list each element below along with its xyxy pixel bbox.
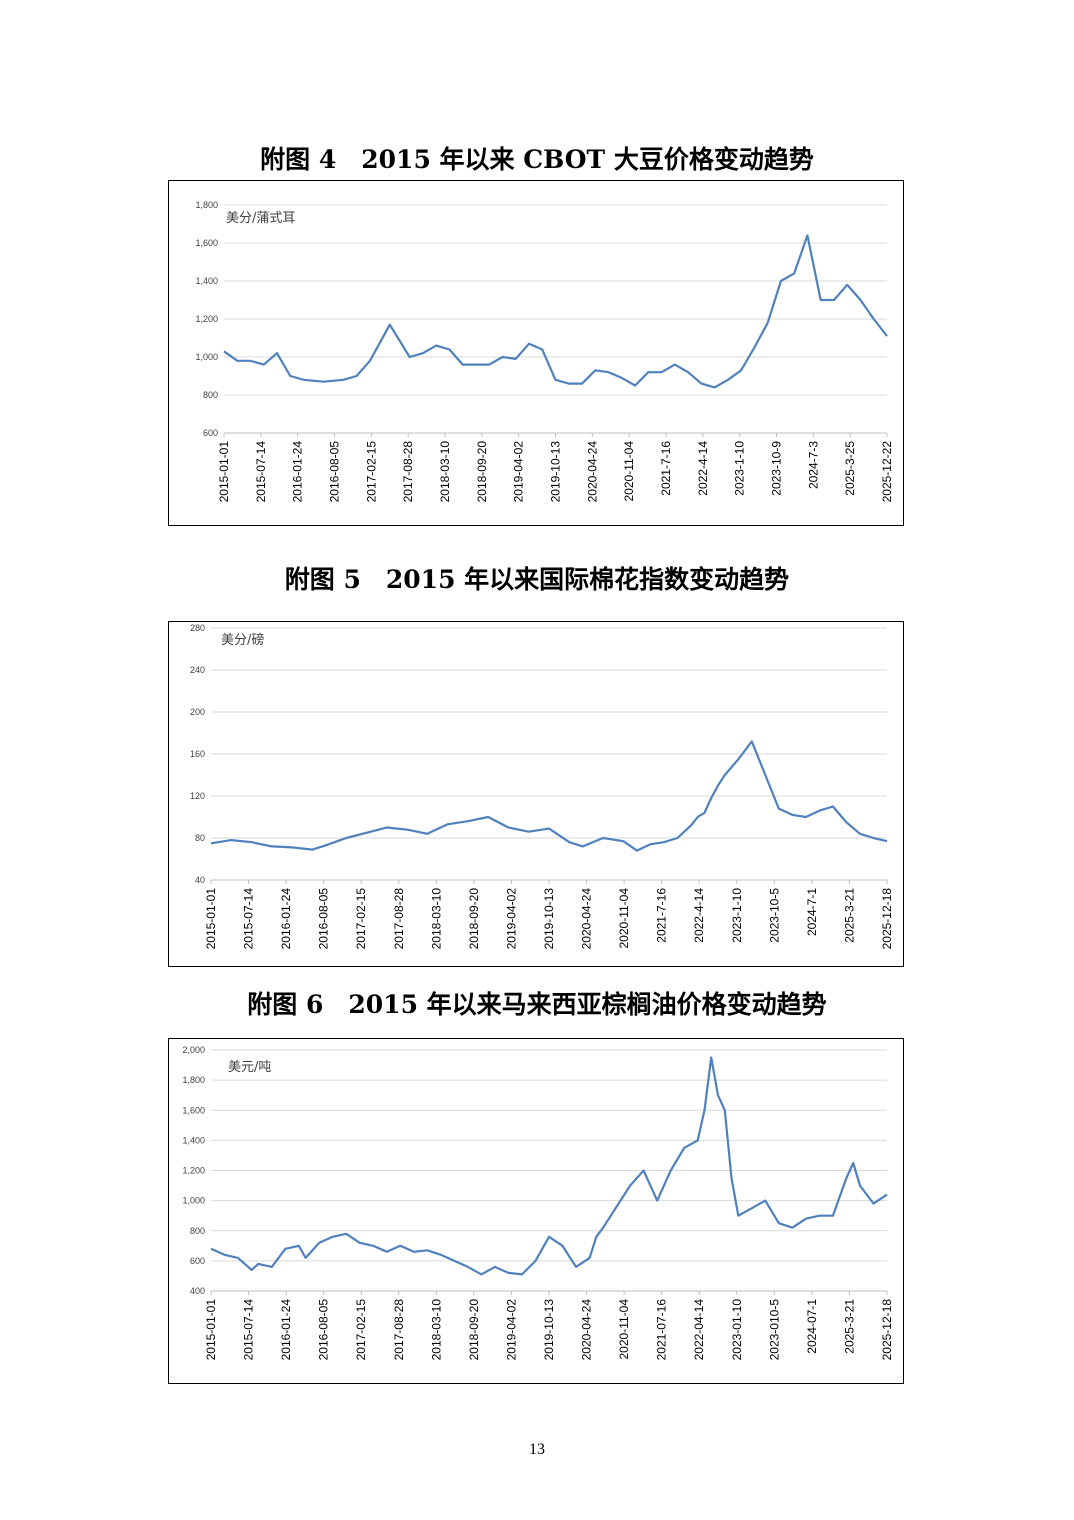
x-tick-label: 2022-04-14 xyxy=(692,1299,706,1361)
x-tick-label: 2024-7-1 xyxy=(805,888,819,936)
x-tick-label: 2023-1-10 xyxy=(730,888,744,943)
chart-4-box: 600 800 1,000 1,200 1,400 1,600 1,800 2015-01-0… xyxy=(168,180,904,526)
series-line xyxy=(223,234,888,389)
y-tick-label: 120 xyxy=(190,791,205,801)
y-tick-label: 400 xyxy=(190,1286,205,1296)
x-tick-label: 2025-3-25 xyxy=(843,441,857,496)
x-tick-label: 2025-12-18 xyxy=(880,888,894,950)
x-tick-label: 2017-02-15 xyxy=(354,888,368,950)
x-tick-label: 2017-02-15 xyxy=(364,441,378,503)
x-tick-label: 2018-09-20 xyxy=(467,888,481,950)
x-tick-label: 2020-11-04 xyxy=(622,441,636,502)
x-tick-label: 2021-7-16 xyxy=(655,888,669,943)
page-number: 13 xyxy=(529,1441,545,1458)
x-tick-label: 2019-10-13 xyxy=(542,1299,556,1361)
x-tick-label: 2020-04-24 xyxy=(585,441,599,503)
y-tick-label: 40 xyxy=(195,875,205,885)
x-tick-label: 2015-01-01 xyxy=(204,1299,218,1361)
y-tick-label: 1,800 xyxy=(195,200,218,210)
x-tick-label: 2015-07-14 xyxy=(242,1299,256,1361)
y-tick-label: 1,400 xyxy=(195,276,218,286)
unit-label: 美分/磅 xyxy=(221,632,264,648)
series-line xyxy=(210,1056,888,1276)
y-tick-label: 800 xyxy=(203,390,218,400)
x-tick-label: 2020-04-24 xyxy=(580,1299,594,1361)
y-tick-label: 240 xyxy=(190,665,205,675)
chart-4: 600 800 1,000 1,200 1,400 1,600 1,800 2015-01-0… xyxy=(195,200,894,503)
x-tick-label: 2018-03-10 xyxy=(429,1299,443,1361)
x-tick-label: 2019-10-13 xyxy=(549,441,563,503)
y-tick-label: 1,200 xyxy=(195,314,218,324)
x-tick-label: 2022-4-14 xyxy=(696,441,710,496)
x-tick-label: 2016-08-05 xyxy=(328,441,342,503)
x-tick-label: 2019-10-13 xyxy=(542,888,556,950)
series-line xyxy=(210,740,888,852)
x-tick-label: 2020-11-04 xyxy=(617,888,631,949)
unit-label: 美分/蒲式耳 xyxy=(226,211,295,226)
x-tick-label: 2023-1-10 xyxy=(733,441,747,496)
x-tick-label: 2025-12-18 xyxy=(880,1299,894,1361)
y-tick-label: 600 xyxy=(203,428,218,438)
x-tick-label: 2021-7-16 xyxy=(659,441,673,496)
x-tick-label: 2023-01-10 xyxy=(730,1299,744,1361)
y-tick-label: 80 xyxy=(195,833,205,843)
x-tick-label: 2025-12-22 xyxy=(880,441,894,503)
figure-4-title: 附图 4 2015 年以来 CBOT 大豆价格变动趋势 xyxy=(260,145,814,174)
x-tick-label: 2019-04-02 xyxy=(504,888,518,950)
y-tick-label: 1,600 xyxy=(182,1105,205,1115)
y-tick-label: 1,800 xyxy=(182,1075,205,1085)
figure-6-title: 附图 6 2015 年以来马来西亚棕榈油价格变动趋势 xyxy=(247,990,827,1019)
x-tick-label: 2016-01-24 xyxy=(291,441,305,503)
x-tick-label: 2021-07-16 xyxy=(655,1299,669,1361)
x-tick-label: 2018-03-10 xyxy=(429,888,443,950)
y-tick-label: 1,200 xyxy=(182,1166,205,1176)
y-tick-label: 200 xyxy=(190,707,205,717)
x-tick-label: 2015-07-14 xyxy=(242,888,256,950)
unit-label: 美元/吨 xyxy=(228,1060,271,1075)
x-tick-label: 2017-08-28 xyxy=(401,441,415,503)
y-tick-label: 1,000 xyxy=(182,1196,205,1206)
x-tick-label: 2024-07-1 xyxy=(805,1299,819,1354)
x-tick-label: 2020-11-04 xyxy=(617,1299,631,1360)
x-tick-label: 2019-04-02 xyxy=(512,441,526,503)
y-tick-label: 2,000 xyxy=(182,1045,205,1055)
x-tick-label: 2017-08-28 xyxy=(392,1299,406,1361)
chart-6: 400 600 800 1,000 1,200 1,400 1,600 1,800 2,000 2… xyxy=(182,1045,894,1361)
x-tick-label: 2017-02-15 xyxy=(354,1299,368,1361)
y-tick-label: 1,600 xyxy=(195,238,218,248)
y-tick-label: 600 xyxy=(190,1256,205,1266)
x-tick-label: 2016-01-24 xyxy=(279,1299,293,1361)
y-tick-label: 1,400 xyxy=(182,1135,205,1145)
figure-5-title: 附图 5 2015 年以来国际棉花指数变动趋势 xyxy=(284,565,790,594)
x-tick-label: 2016-08-05 xyxy=(317,1299,331,1361)
x-tick-label: 2024-7-3 xyxy=(806,441,820,489)
y-tick-label: 1,000 xyxy=(195,352,218,362)
chart-5-box: 40 80 120 160 200 240 280 2015-01-01 2015-07-14 2… xyxy=(168,621,904,967)
y-tick-label: 160 xyxy=(190,749,205,759)
chart-6-box: 400 600 800 1,000 1,200 1,400 1,600 1,800 2,000 2… xyxy=(168,1038,904,1384)
x-tick-label: 2018-09-20 xyxy=(475,441,489,503)
x-tick-label: 2016-08-05 xyxy=(317,888,331,950)
x-tick-label: 2018-03-10 xyxy=(438,441,452,503)
x-tick-label: 2017-08-28 xyxy=(392,888,406,950)
x-tick-label: 2015-07-14 xyxy=(254,441,268,503)
x-tick-label: 2023-10-9 xyxy=(770,441,784,496)
x-tick-label: 2025-3-21 xyxy=(842,1299,856,1354)
x-tick-label: 2015-01-01 xyxy=(217,441,231,503)
chart-5: 40 80 120 160 200 240 280 2015-01-01 2015-07-14 2… xyxy=(190,623,894,950)
x-tick-label: 2019-04-02 xyxy=(504,1299,518,1361)
y-tick-label: 280 xyxy=(190,623,205,633)
x-tick-label: 2023-10-5 xyxy=(767,888,781,943)
y-tick-label: 800 xyxy=(190,1226,205,1236)
x-tick-label: 2022-4-14 xyxy=(692,888,706,943)
x-tick-label: 2025-3-21 xyxy=(842,888,856,943)
x-tick-label: 2020-04-24 xyxy=(580,888,594,950)
x-tick-label: 2023-010-5 xyxy=(767,1299,781,1361)
x-tick-label: 2015-01-01 xyxy=(204,888,218,950)
x-tick-label: 2016-01-24 xyxy=(279,888,293,950)
x-tick-label: 2018-09-20 xyxy=(467,1299,481,1361)
